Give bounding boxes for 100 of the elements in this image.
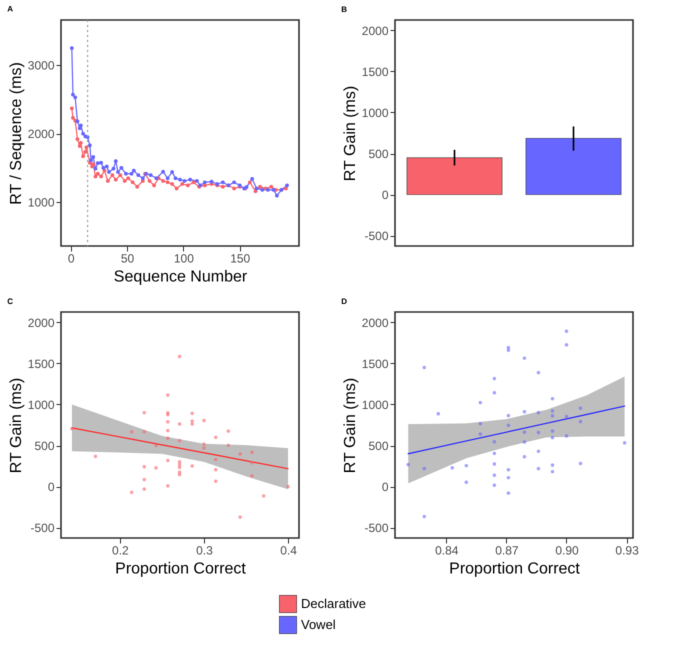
point <box>202 442 206 446</box>
legend-label: Declarative <box>301 596 366 611</box>
point <box>202 446 206 450</box>
point <box>232 180 236 184</box>
point <box>492 440 496 444</box>
point <box>73 96 78 100</box>
point <box>564 434 568 438</box>
point <box>238 452 242 456</box>
point <box>142 465 146 468</box>
point <box>118 173 122 177</box>
point <box>170 170 174 174</box>
y-axis-title: RT Gain (ms) <box>342 86 359 182</box>
x-tick-label: 0.90 <box>555 544 579 558</box>
y-tick-label: 0 <box>382 480 389 494</box>
point <box>116 170 120 174</box>
point <box>564 343 568 347</box>
point <box>178 438 182 442</box>
point <box>174 186 178 190</box>
point <box>70 46 74 50</box>
point <box>522 440 526 444</box>
point <box>166 180 170 184</box>
point <box>170 182 174 186</box>
line-series <box>408 406 626 454</box>
point <box>214 479 218 483</box>
point <box>112 166 116 170</box>
point <box>81 132 85 136</box>
point <box>130 180 135 184</box>
point <box>536 430 540 434</box>
point <box>506 491 510 495</box>
chart-title: A <box>7 4 14 14</box>
point <box>254 189 258 194</box>
point <box>182 179 186 183</box>
point <box>258 184 262 189</box>
point <box>166 436 170 440</box>
point <box>266 188 270 192</box>
y-axis-title: RT Gain (ms) <box>8 378 25 474</box>
y-tick-label: 0 <box>48 480 55 494</box>
y-tick-label: -500 <box>364 229 389 244</box>
chart-title: D <box>341 297 348 306</box>
point <box>186 184 190 188</box>
point <box>550 396 554 400</box>
point <box>122 179 127 183</box>
point <box>578 420 582 424</box>
point <box>130 430 134 434</box>
point <box>422 466 426 470</box>
point <box>464 464 468 468</box>
y-tick-label: 1500 <box>362 64 389 79</box>
point <box>492 391 496 395</box>
point <box>174 176 178 180</box>
y-tick-label: 2000 <box>28 127 55 142</box>
point <box>232 186 236 190</box>
point <box>114 178 118 182</box>
point <box>536 466 540 470</box>
point <box>492 473 496 477</box>
point <box>70 106 74 110</box>
point <box>152 184 156 188</box>
point <box>192 180 196 184</box>
point <box>285 184 289 188</box>
point <box>220 180 225 184</box>
point <box>84 146 88 150</box>
chart-title: C <box>7 297 14 306</box>
point <box>248 180 252 184</box>
point <box>564 414 568 418</box>
point <box>202 180 207 184</box>
chart-title: B <box>341 5 348 14</box>
point <box>178 472 182 476</box>
line-series <box>71 427 289 470</box>
point <box>114 159 118 163</box>
y-tick-label: 1000 <box>28 196 55 210</box>
point <box>178 354 182 358</box>
point <box>190 464 194 468</box>
point <box>166 458 170 462</box>
point <box>76 119 80 124</box>
point <box>154 444 158 448</box>
point <box>506 348 510 352</box>
y-tick-label: 2000 <box>28 316 55 330</box>
point <box>166 393 170 397</box>
point <box>83 150 88 154</box>
point <box>536 450 540 454</box>
point <box>550 429 554 433</box>
x-tick-label: 0.87 <box>495 544 519 558</box>
point <box>578 406 582 410</box>
point <box>190 412 194 416</box>
point <box>102 166 106 170</box>
point <box>180 182 184 186</box>
point <box>478 422 482 426</box>
point <box>226 444 230 448</box>
point <box>478 400 482 404</box>
x-axis-title: Proportion Correct <box>115 560 246 578</box>
point <box>126 176 130 180</box>
x-tick-label: 0.4 <box>280 544 298 558</box>
legend-label: Vowel <box>301 617 336 632</box>
point <box>99 160 103 165</box>
point <box>178 466 182 470</box>
x-tick-label: 50 <box>120 252 135 266</box>
point <box>161 179 165 183</box>
point <box>522 410 526 414</box>
y-tick-label: 2000 <box>362 24 389 38</box>
point <box>522 454 526 458</box>
point <box>492 484 496 487</box>
